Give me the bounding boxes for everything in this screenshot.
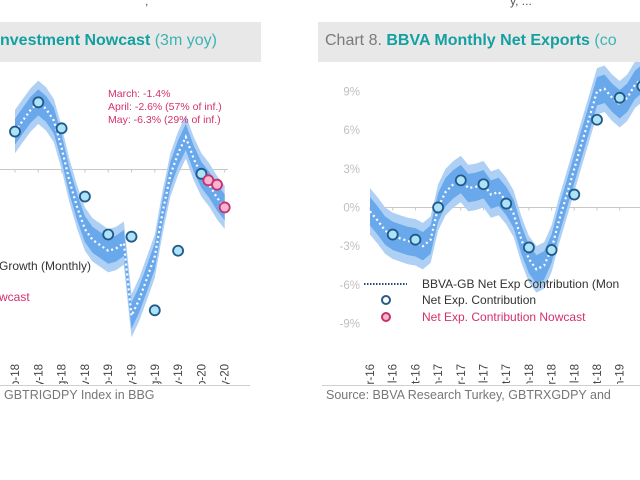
- x-tick-label: Aug-18: [57, 364, 69, 384]
- x-tick-label: Feb-18: [10, 364, 22, 384]
- chart-left-title-main: nvestment Nowcast: [0, 32, 151, 49]
- data-point: [568, 188, 581, 201]
- series-line: [14, 100, 226, 320]
- y-tick-label: 3%: [343, 164, 360, 176]
- chart-right: 9% 6% 3% 0% -3% -6% -9% Apr-16 Jul-16 Oct-16 Jan-…: [340, 62, 640, 384]
- data-point: [32, 96, 45, 109]
- x-tick-label: Jan-17: [433, 364, 445, 384]
- x-tick-label: Apr-17: [456, 364, 468, 384]
- x-tick-label: Oct-16: [410, 364, 422, 384]
- top-fragment-left: ,: [145, 0, 149, 8]
- chart-right-title-suffix: (co: [594, 32, 617, 49]
- legend-nowcast-label: Net Exp. Contribution Nowcast: [422, 310, 586, 324]
- right-source-rule: [322, 385, 640, 386]
- legend-line-label: BBVA-GB Net Exp Contribution (Mon: [422, 277, 619, 291]
- legend-growth-label: Growth (Monthly): [0, 259, 91, 273]
- x-tick-label: Oct-17: [501, 364, 513, 384]
- data-point: [432, 201, 444, 214]
- x-tick-label: Nov-18: [80, 364, 92, 384]
- nowcast-point: [211, 178, 223, 191]
- y-tick-label: 0%: [343, 202, 360, 214]
- chart-left: Feb-18 May-18 Aug-18 Nov-18 Feb-19 May-19 Aug-…: [0, 80, 232, 384]
- x-tick-label: Jul-18: [569, 364, 581, 384]
- legend-nowcast-label: wcast: [0, 290, 30, 304]
- data-point: [55, 122, 68, 135]
- right-markers: [386, 80, 640, 256]
- left-source: GBTRIGDPY Index in BBG: [4, 388, 155, 402]
- data-point: [545, 244, 558, 256]
- data-point: [613, 91, 626, 104]
- annotation-march: March: -1.4%: [108, 88, 170, 100]
- data-point: [636, 80, 640, 92]
- data-point: [477, 178, 490, 191]
- data-point: [409, 233, 422, 246]
- x-tick-label: Jul-17: [479, 364, 491, 384]
- nowcast-point: [218, 201, 231, 214]
- top-fragment-right: y, ...: [510, 0, 532, 8]
- data-point: [102, 228, 115, 241]
- chart-left-title-suffix: (3m yoy): [154, 32, 217, 49]
- y-tick-label: -6%: [340, 280, 360, 292]
- left-legend: Growth (Monthly) wcast: [0, 259, 91, 304]
- data-point: [9, 125, 21, 138]
- x-tick-label: Nov-19: [173, 364, 185, 384]
- data-point: [148, 304, 161, 317]
- data-point: [172, 244, 185, 257]
- legend-nowcast-circle-icon: [381, 312, 391, 322]
- left-source-rule: [0, 385, 250, 386]
- left-line: [14, 100, 226, 320]
- y-tick-label: -3%: [340, 241, 360, 253]
- inner-band: [370, 66, 640, 284]
- x-tick-label: Jan-18: [524, 364, 536, 384]
- x-tick-label: Jul-16: [388, 364, 400, 384]
- annotation-april: April: -2.6% (57% of inf.): [108, 101, 222, 113]
- right-y-tick-labels: 9% 6% 3% 0% -3% -6% -9%: [340, 86, 360, 330]
- outer-band: [370, 62, 640, 293]
- right-source: Source: BBVA Research Turkey, GBTRXGDPY …: [326, 388, 611, 402]
- x-tick-label: Oct-18: [592, 364, 604, 384]
- inner-band: [15, 89, 225, 329]
- x-tick-label: Apr-18: [547, 364, 559, 384]
- chart-left-title: nvestment Nowcast (3m yoy): [0, 32, 217, 50]
- data-point: [522, 241, 535, 254]
- legend-circle-icon: [381, 295, 391, 305]
- y-tick-label: 9%: [343, 86, 360, 98]
- legend-marker-label: Net Exp. Contribution: [422, 293, 536, 307]
- y-tick-label: 6%: [343, 125, 360, 137]
- annotation-may: May: -6.3% (29% of inf.): [108, 114, 221, 126]
- x-tick-label: Aug-19: [150, 364, 162, 384]
- left-markers: [9, 96, 231, 317]
- chart-right-title-prefix: Chart 8.: [325, 32, 382, 49]
- data-point: [386, 228, 399, 241]
- x-tick-label: May-19: [127, 364, 139, 384]
- x-tick-label: Feb-20: [196, 364, 208, 384]
- right-bands: [370, 62, 640, 293]
- right-x-tick-labels: Apr-16 Jul-16 Oct-16 Jan-17 Apr-17 Jul-17 Oct-…: [365, 364, 627, 384]
- chart-right-title-main: BBVA Monthly Net Exports: [386, 32, 590, 49]
- x-tick-label: May-18: [33, 364, 45, 384]
- x-tick-label: Feb-19: [103, 364, 115, 384]
- right-legend: BBVA-GB Net Exp Contribution (Mon Net Ex…: [364, 277, 619, 324]
- data-point: [125, 230, 138, 243]
- chart-left-title-bar: nvestment Nowcast (3m yoy): [0, 22, 261, 62]
- x-tick-label: Jan-19: [615, 364, 627, 384]
- x-tick-label: May-20: [220, 364, 232, 384]
- chart-right-title: Chart 8. BBVA Monthly Net Exports (co: [325, 32, 617, 50]
- data-point: [454, 174, 467, 187]
- left-x-tick-labels: Feb-18 May-18 Aug-18 Nov-18 Feb-19 May-19 Aug-…: [10, 364, 232, 384]
- data-point: [591, 113, 603, 126]
- data-point: [195, 167, 208, 180]
- y-tick-label: -9%: [340, 319, 360, 331]
- left-annotation: March: -1.4% April: -2.6% (57% of inf.) …: [108, 88, 222, 126]
- data-point: [500, 197, 513, 210]
- x-tick-label: Apr-16: [365, 364, 377, 384]
- chart-right-title-bar: Chart 8. BBVA Monthly Net Exports (co: [318, 22, 640, 62]
- data-point: [79, 190, 91, 203]
